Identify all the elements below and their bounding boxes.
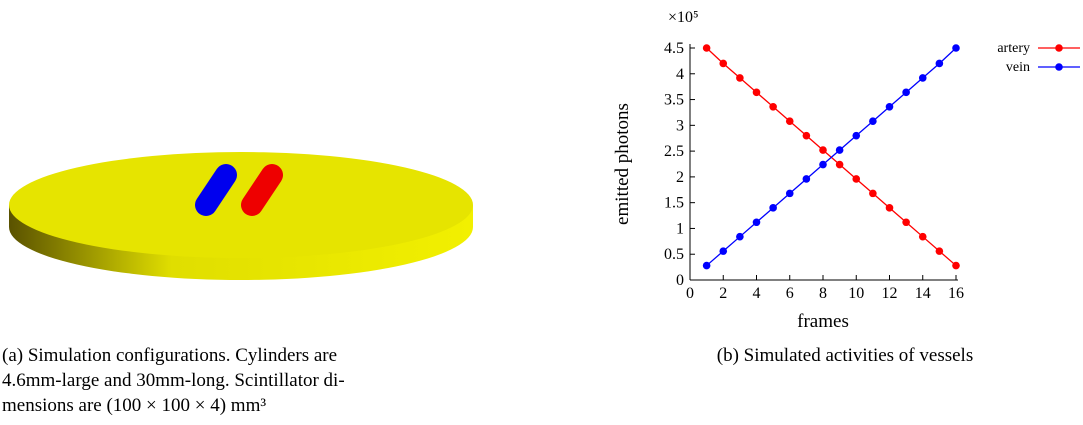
data-point [802,175,811,183]
data-point [719,247,728,255]
y-axis-label: emitted photons [612,103,633,225]
chart: ×10⁵ frames emitted photons 0 0.5 1 1.5 2 2.5… [612,9,1080,332]
y-tick-label: 2.5 [664,143,684,160]
y-tick-label: 2 [676,169,684,186]
caption-a: 4.6mm-large and 30mm-long. Scintillator … [2,370,345,391]
y-tick-label: 1 [676,220,684,237]
data-point [869,189,877,198]
y-tick-label: 0 [676,272,684,289]
data-point [769,102,777,111]
x-tick-label: 12 [882,285,898,302]
caption-a: mensions are (100 × 100 × 4) mm³ [2,395,266,416]
data-point [752,88,761,97]
y-tick-label: 3 [676,117,684,134]
data-point [702,44,711,52]
x-tick-label: 8 [819,285,827,302]
data-point [952,44,960,52]
y-tick-label: 1.5 [664,195,684,212]
data-point [835,146,844,154]
legend-label: artery [997,41,1030,56]
data-point [785,117,794,126]
y-tick-label: 3.5 [664,92,684,109]
data-point [935,59,944,68]
data-point [719,59,728,68]
data-point [852,131,861,140]
x-tick-label: 14 [915,285,931,302]
data-point [902,218,910,227]
data-point [769,204,777,212]
data-point [752,218,761,227]
data-point [885,204,894,212]
data-point [736,74,744,82]
series-line [706,47,957,267]
x-axis-label: frames [797,311,849,332]
caption-b: (b) Simulated activities of vessels [717,345,973,366]
data-point [736,232,744,241]
y-tick-label: 4 [676,66,684,83]
data-point [819,146,827,154]
y-tick-label: 0.5 [664,246,684,263]
x-tick-label: 6 [786,285,794,302]
data-point [802,131,811,140]
x-tick-label: 10 [848,285,864,302]
x-tick-label: 0 [686,285,694,302]
data-point [869,117,877,126]
x-tick-label: 16 [948,285,964,302]
data-point [785,189,794,198]
data-point [819,160,827,169]
data-point [935,247,944,255]
legend-marker [1055,63,1063,71]
data-point [835,160,844,169]
x-tick-label: 2 [719,285,727,302]
caption-a: (a) Simulation configurations. Cylinders… [2,345,337,366]
y-multiplier: ×10⁵ [668,9,699,26]
data-point [852,175,861,183]
data-point [885,102,894,111]
x-tick-label: 4 [753,285,761,302]
data-point [918,74,927,82]
simulation-image [9,152,473,280]
legend-label: vein [1006,60,1030,75]
data-point [702,261,711,270]
y-tick-label: 4.5 [664,40,684,57]
data-point [902,88,910,97]
data-point [918,232,927,241]
legend-marker [1055,44,1063,52]
data-point [952,261,960,270]
